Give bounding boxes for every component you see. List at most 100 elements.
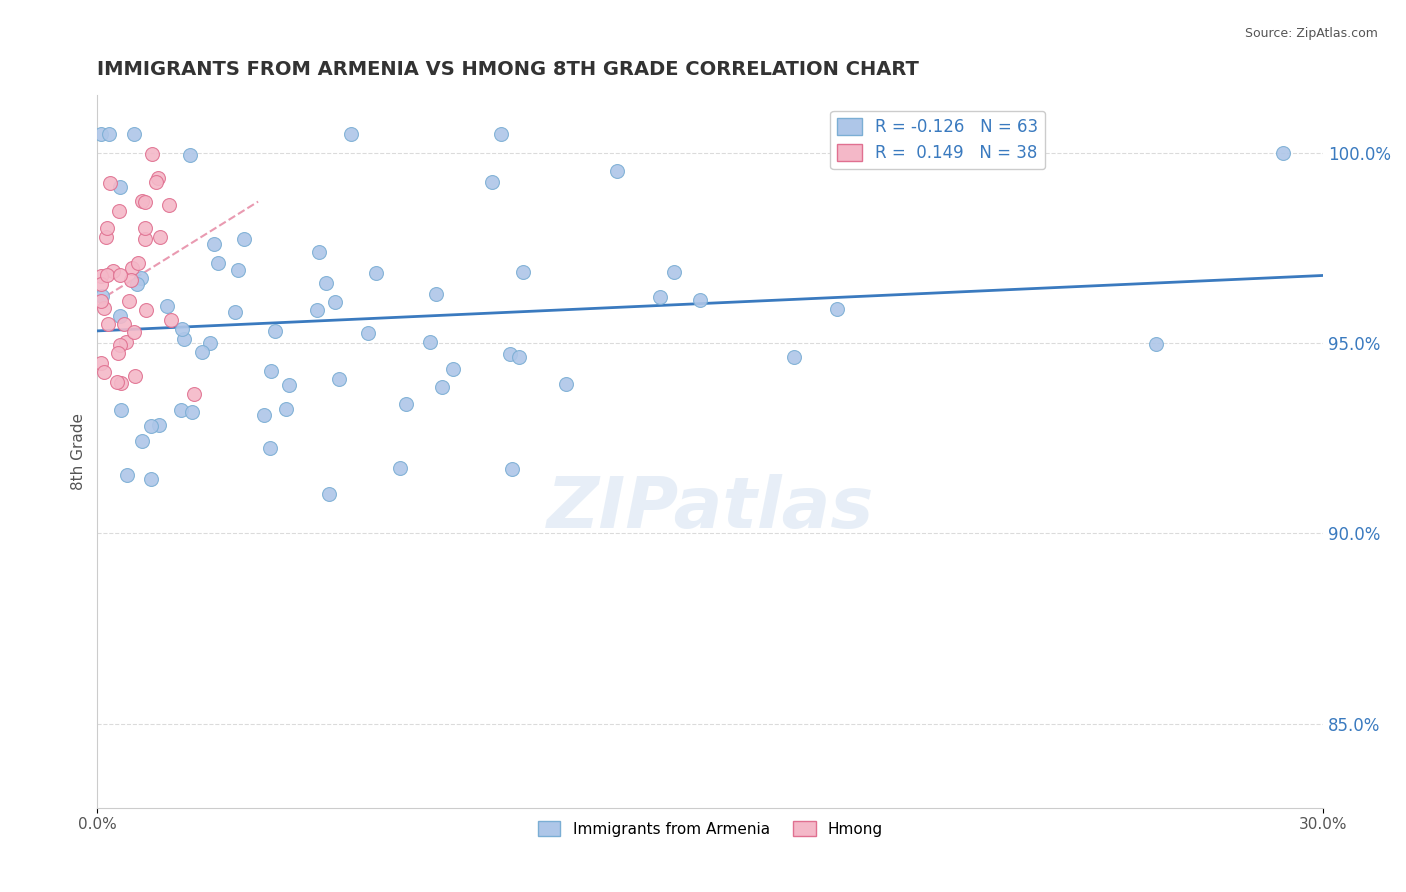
Point bbox=[90, 356, 112, 370]
Point bbox=[277, 378, 299, 392]
Point bbox=[508, 350, 530, 364]
Legend: Immigrants from Armenia, Hmong: Immigrants from Armenia, Hmong bbox=[531, 814, 889, 843]
Point bbox=[139, 472, 162, 486]
Point bbox=[181, 405, 204, 419]
Point bbox=[305, 303, 328, 318]
Point bbox=[323, 295, 346, 310]
Point bbox=[110, 403, 132, 417]
Point bbox=[169, 402, 191, 417]
Point bbox=[366, 267, 388, 281]
Point bbox=[149, 230, 172, 244]
Point bbox=[226, 263, 249, 277]
Point bbox=[224, 305, 246, 319]
Point bbox=[96, 221, 118, 235]
Point bbox=[90, 127, 112, 141]
Point bbox=[512, 265, 534, 279]
Point bbox=[90, 277, 112, 292]
Point bbox=[179, 148, 201, 162]
Point bbox=[108, 337, 131, 351]
Point bbox=[97, 317, 120, 331]
Point bbox=[274, 401, 297, 416]
Point bbox=[198, 335, 221, 350]
Point bbox=[339, 127, 361, 141]
Point bbox=[107, 346, 129, 360]
Point bbox=[1271, 145, 1294, 160]
Point bbox=[98, 176, 121, 190]
Point bbox=[110, 309, 132, 323]
Point bbox=[90, 293, 112, 308]
Point bbox=[499, 347, 522, 361]
Point bbox=[124, 369, 146, 384]
Point bbox=[131, 434, 153, 449]
Point bbox=[489, 127, 512, 141]
Point bbox=[501, 462, 523, 476]
Point bbox=[134, 232, 156, 246]
Text: Source: ZipAtlas.com: Source: ZipAtlas.com bbox=[1244, 27, 1378, 40]
Point bbox=[170, 321, 193, 335]
Point bbox=[1146, 336, 1168, 351]
Point bbox=[825, 301, 848, 316]
Point bbox=[115, 334, 138, 349]
Point bbox=[134, 220, 156, 235]
Point bbox=[141, 146, 163, 161]
Point bbox=[90, 268, 112, 283]
Point bbox=[125, 277, 148, 292]
Point bbox=[555, 376, 578, 391]
Point bbox=[191, 344, 214, 359]
Point bbox=[134, 195, 156, 210]
Point bbox=[148, 171, 170, 186]
Point bbox=[259, 441, 281, 455]
Point bbox=[135, 302, 157, 317]
Point bbox=[441, 361, 464, 376]
Point bbox=[145, 175, 167, 189]
Point bbox=[253, 408, 276, 422]
Point bbox=[97, 127, 120, 141]
Point bbox=[124, 127, 146, 141]
Point bbox=[173, 332, 195, 346]
Point bbox=[308, 245, 330, 260]
Point bbox=[233, 232, 256, 246]
Point bbox=[318, 486, 340, 500]
Point bbox=[264, 324, 287, 338]
Point bbox=[94, 230, 117, 244]
Point bbox=[207, 256, 229, 270]
Point bbox=[127, 256, 149, 270]
Point bbox=[91, 289, 114, 303]
Point bbox=[118, 293, 141, 308]
Point bbox=[328, 371, 350, 385]
Point bbox=[689, 293, 711, 308]
Point bbox=[388, 460, 411, 475]
Point bbox=[110, 376, 132, 391]
Point bbox=[156, 299, 179, 313]
Point bbox=[115, 468, 138, 483]
Text: IMMIGRANTS FROM ARMENIA VS HMONG 8TH GRADE CORRELATION CHART: IMMIGRANTS FROM ARMENIA VS HMONG 8TH GRA… bbox=[97, 60, 920, 78]
Point bbox=[110, 268, 132, 282]
Point bbox=[315, 276, 337, 290]
Point bbox=[395, 397, 418, 411]
Point bbox=[122, 325, 145, 339]
Point bbox=[481, 175, 503, 189]
Y-axis label: 8th Grade: 8th Grade bbox=[72, 413, 86, 490]
Point bbox=[131, 194, 153, 208]
Point bbox=[159, 313, 181, 327]
Point bbox=[157, 198, 180, 212]
Point bbox=[425, 287, 447, 301]
Point bbox=[129, 271, 152, 285]
Point bbox=[357, 326, 380, 341]
Point bbox=[419, 334, 441, 349]
Point bbox=[112, 317, 135, 331]
Point bbox=[430, 379, 453, 393]
Point bbox=[105, 375, 128, 389]
Point bbox=[101, 264, 124, 278]
Point bbox=[96, 268, 118, 282]
Point bbox=[648, 290, 671, 304]
Point bbox=[121, 260, 143, 275]
Point bbox=[93, 301, 115, 315]
Point bbox=[93, 365, 115, 379]
Point bbox=[782, 350, 804, 364]
Point bbox=[148, 417, 170, 432]
Point bbox=[606, 163, 628, 178]
Point bbox=[139, 418, 162, 433]
Point bbox=[183, 387, 205, 401]
Point bbox=[120, 273, 142, 287]
